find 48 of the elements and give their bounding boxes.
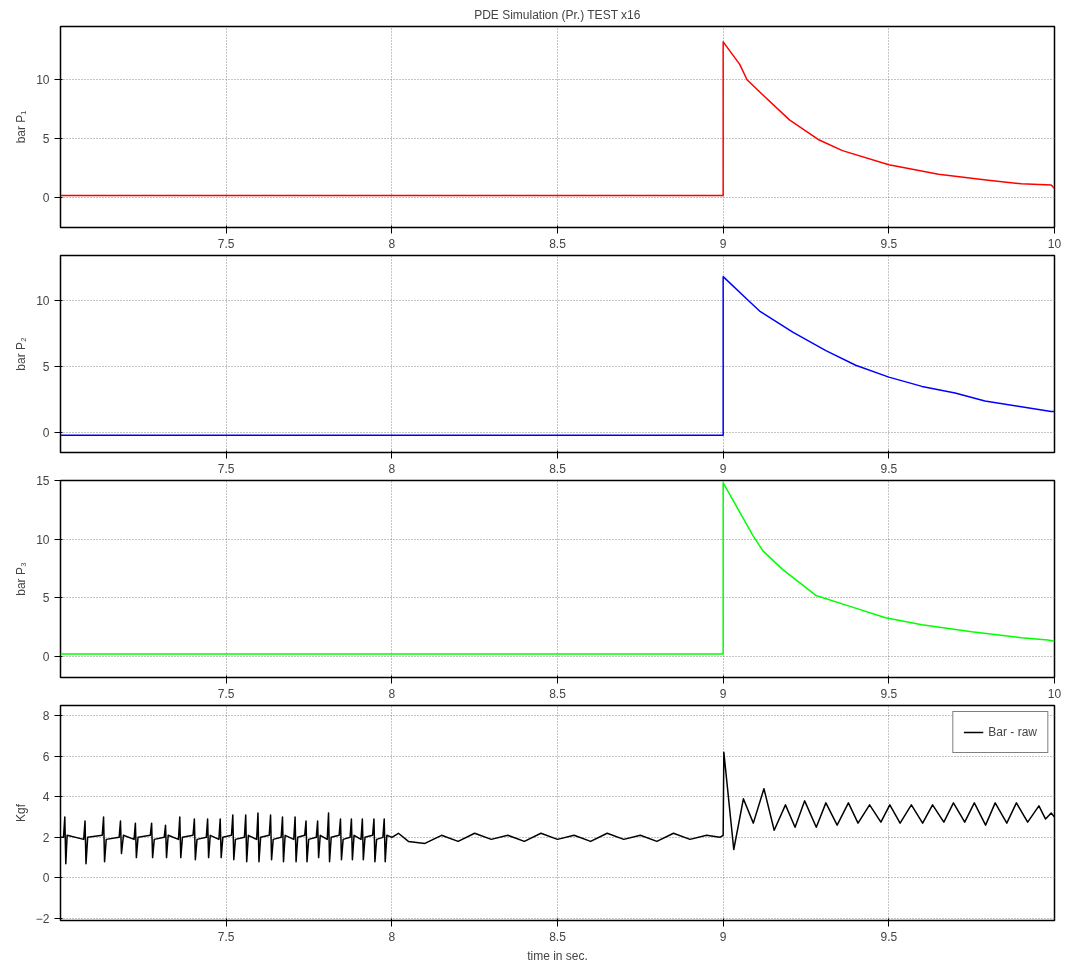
x-tick-label: 7.5 xyxy=(217,929,235,944)
x-tick-label: 8 xyxy=(388,929,396,944)
y-tick-label: 5 xyxy=(42,132,50,147)
y-tick-label: 6 xyxy=(42,749,50,764)
y-tick-label: 4 xyxy=(42,790,50,805)
y-axis-title: bar P₂ xyxy=(14,336,29,371)
x-tick-label: 9 xyxy=(719,686,727,701)
x-tick-label: 9.5 xyxy=(880,461,898,476)
x-tick-label: 7.5 xyxy=(217,461,235,476)
y-tick-label: 5 xyxy=(42,591,50,606)
x-tick-label: 9 xyxy=(719,929,727,944)
y-tick-label: −2 xyxy=(35,911,50,926)
x-tick-label: 9 xyxy=(719,461,727,476)
x-tick-label: 9 xyxy=(719,236,727,251)
x-axis-title: time in sec. xyxy=(527,948,588,960)
x-tick-label: 8.5 xyxy=(549,236,567,251)
y-tick-label: 10 xyxy=(36,293,50,308)
x-tick-label: 10 xyxy=(1047,686,1062,701)
x-tick-label: 8.5 xyxy=(549,929,567,944)
line-series xyxy=(60,41,1055,197)
line-series xyxy=(60,275,1055,437)
y-tick-label: 15 xyxy=(36,474,50,488)
x-tick-label: 8.5 xyxy=(549,461,567,476)
legend-label: Bar - raw xyxy=(988,725,1037,739)
y-tick-label: 0 xyxy=(42,649,50,664)
x-tick-label: 9.5 xyxy=(880,236,898,251)
x-tick-label: 7.5 xyxy=(217,236,235,251)
x-tick-label: 8.5 xyxy=(549,686,567,701)
x-tick-label: 7.5 xyxy=(217,686,235,701)
line-series xyxy=(60,482,1055,655)
y-axis-title: bar P₃ xyxy=(14,562,29,596)
y-tick-label: 0 xyxy=(42,191,50,206)
y-tick-label: 10 xyxy=(36,73,50,88)
y-tick-label: 10 xyxy=(36,532,50,547)
x-tick-label: 10 xyxy=(1047,236,1062,251)
y-tick-label: 0 xyxy=(42,871,50,886)
x-tick-label: 9.5 xyxy=(880,686,898,701)
y-axis-title: bar P₁ xyxy=(14,110,29,144)
x-tick-label: 8 xyxy=(388,236,396,251)
x-tick-label: 8 xyxy=(388,686,396,701)
y-tick-label: 2 xyxy=(42,830,50,845)
y-tick-label: 8 xyxy=(42,709,50,724)
y-axis-title: Kgf xyxy=(13,803,28,823)
y-tick-label: 5 xyxy=(42,360,50,375)
x-tick-label: 8 xyxy=(388,461,396,476)
y-tick-label: 0 xyxy=(42,426,50,441)
x-tick-label: 9.5 xyxy=(880,929,898,944)
chart-title: PDE Simulation (Pr.) TEST x16 xyxy=(474,7,641,22)
